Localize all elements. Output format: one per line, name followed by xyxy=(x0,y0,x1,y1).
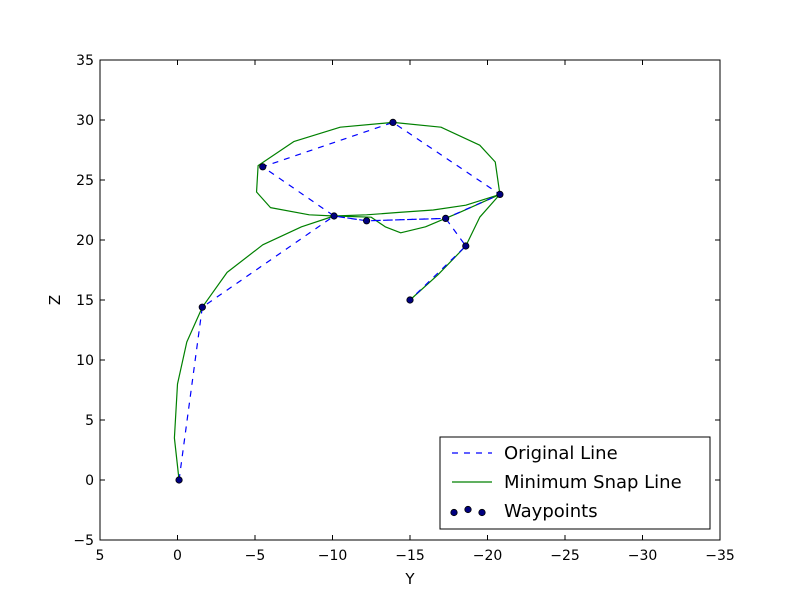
axes: 5 0 −5 −10 −15 −20 −25 −30 −35 −5 0 5 10 15 20 25 30 35 Y Z xyxy=(46,53,735,588)
y-tick-label: 5 xyxy=(85,413,94,429)
waypoint-marker xyxy=(442,214,450,222)
x-tick-label: −15 xyxy=(395,548,425,564)
y-tick-label: 10 xyxy=(76,353,94,369)
y-tick-label: 35 xyxy=(76,53,94,69)
x-tick-label: −20 xyxy=(473,548,503,564)
legend-swatch-waypoint xyxy=(478,508,486,517)
waypoint-marker xyxy=(259,163,267,171)
series-line-minimum-snap xyxy=(173,121,501,481)
y-tick-label: −5 xyxy=(73,533,94,549)
waypoint-marker xyxy=(175,476,183,484)
waypoint-marker xyxy=(462,242,470,250)
y-tick-label: 25 xyxy=(76,173,94,189)
x-tick-label: −35 xyxy=(705,548,735,564)
x-tick-label: −10 xyxy=(318,548,348,564)
x-tick-label: 5 xyxy=(96,548,105,564)
y-tick-label: 30 xyxy=(76,113,94,129)
waypoint-marker xyxy=(198,303,206,311)
y-axis-label: Z xyxy=(46,295,64,305)
legend-label-original: Original Line xyxy=(504,443,618,464)
x-tick-label: −5 xyxy=(245,548,266,564)
legend-label-minimum-snap: Minimum Snap Line xyxy=(504,472,682,493)
waypoint-marker xyxy=(389,118,397,127)
y-tick-label: 0 xyxy=(85,473,94,489)
waypoint-marker xyxy=(406,296,414,304)
legend: Original Line Minimum Snap Line Waypoints xyxy=(439,436,711,530)
waypoint-marker xyxy=(330,212,338,220)
x-tick-label: −25 xyxy=(550,548,580,564)
waypoint-marker xyxy=(362,217,371,225)
legend-label-waypoints: Waypoints xyxy=(504,501,598,522)
y-tick-label: 20 xyxy=(76,233,94,249)
y-tick-label: 15 xyxy=(76,293,94,309)
x-axis-label: Y xyxy=(404,570,415,588)
waypoint-marker xyxy=(496,190,504,198)
x-tick-label: −30 xyxy=(628,548,658,564)
x-tick-label: 0 xyxy=(173,548,182,564)
legend-swatch-waypoint xyxy=(450,508,458,517)
legend-swatch-waypoint xyxy=(464,505,472,514)
plot-area xyxy=(173,118,504,484)
